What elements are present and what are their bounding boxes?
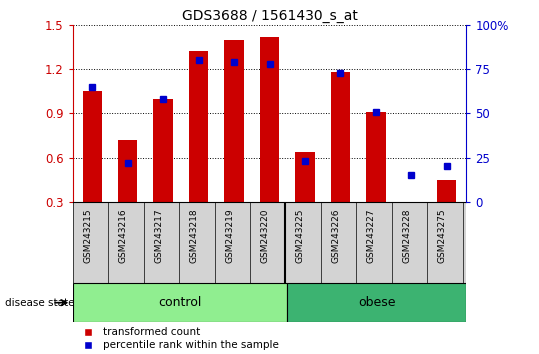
Text: GSM243225: GSM243225 bbox=[296, 208, 305, 263]
Text: GSM243227: GSM243227 bbox=[367, 208, 376, 263]
Text: GSM243219: GSM243219 bbox=[225, 208, 234, 263]
Bar bbox=[287, 283, 466, 322]
Bar bbox=[224, 40, 244, 202]
Bar bbox=[295, 152, 315, 202]
Text: control: control bbox=[158, 296, 202, 309]
Text: GDS3688 / 1561430_s_at: GDS3688 / 1561430_s_at bbox=[182, 9, 357, 23]
Text: GSM243228: GSM243228 bbox=[402, 208, 411, 263]
Text: obese: obese bbox=[358, 296, 396, 309]
Bar bbox=[154, 98, 173, 202]
Text: GSM243216: GSM243216 bbox=[119, 208, 128, 263]
Bar bbox=[330, 72, 350, 202]
Bar bbox=[189, 51, 209, 202]
Bar bbox=[82, 91, 102, 202]
Legend: transformed count, percentile rank within the sample: transformed count, percentile rank withi… bbox=[78, 327, 279, 350]
Bar bbox=[437, 180, 457, 202]
Bar bbox=[118, 140, 137, 202]
Text: GSM243218: GSM243218 bbox=[190, 208, 198, 263]
Text: GSM243220: GSM243220 bbox=[260, 208, 270, 263]
Text: GSM243226: GSM243226 bbox=[331, 208, 341, 263]
Text: GSM243275: GSM243275 bbox=[438, 208, 447, 263]
Bar bbox=[366, 112, 385, 202]
Text: GSM243217: GSM243217 bbox=[154, 208, 163, 263]
Bar bbox=[73, 283, 287, 322]
Bar bbox=[260, 36, 279, 202]
Text: disease state: disease state bbox=[5, 298, 75, 308]
Text: GSM243215: GSM243215 bbox=[83, 208, 92, 263]
